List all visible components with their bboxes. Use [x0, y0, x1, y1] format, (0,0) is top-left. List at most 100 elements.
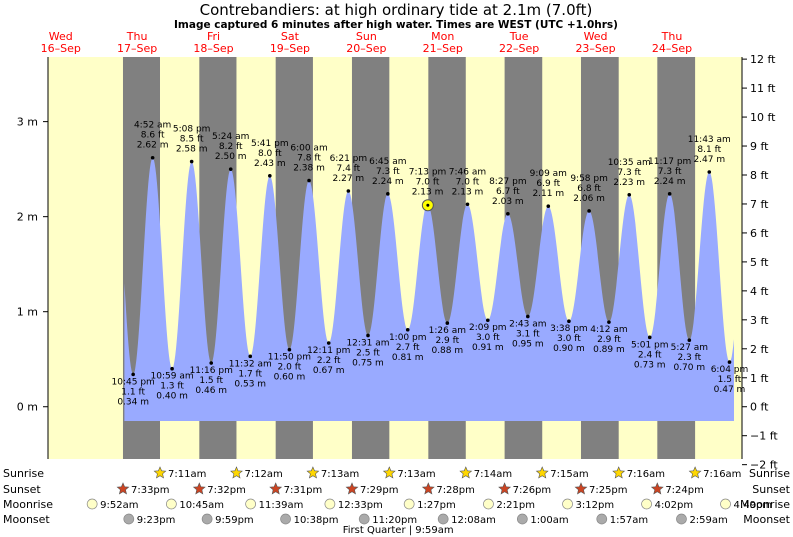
moonset-moon-icon [437, 513, 449, 525]
left-axis-tick-label: 0 m [17, 401, 38, 414]
day-of-week-label: Thu [126, 30, 148, 43]
moonrise-moon-icon [166, 498, 177, 510]
right-axis-tick-label: 3 ft [750, 314, 769, 327]
low-tide-label: 0.91 m [472, 343, 504, 353]
low-tide-label: 2.5 ft [356, 348, 380, 358]
sunrise-time: 7:16am [627, 469, 665, 480]
high-tide-label: 2.13 m [412, 187, 444, 197]
tide-extreme-labels: 10:45 pm1.1 ft0.34 m 4:52 am8.6 ft2.62 m 1… [112, 121, 749, 408]
low-tide-point [131, 372, 135, 377]
high-tide-point [386, 192, 390, 196]
high-tide-label: 7.0 ft [456, 177, 480, 187]
sunset-star-icon [116, 482, 130, 495]
moonrise-time: 4:02pm [655, 500, 694, 511]
row-label-right: Sunset [752, 483, 790, 496]
moonset-time: 11:20pm [372, 515, 417, 526]
low-tide-label: 0.67 m [313, 366, 345, 376]
low-tide-label: 0.90 m [553, 344, 585, 354]
low-tide-label: 0.73 m [634, 360, 666, 370]
moonrise-time: 12:33pm [338, 500, 383, 511]
moonset-time: 9:23pm [137, 515, 176, 526]
high-tide-label: 6:00 am [290, 144, 327, 154]
low-tide-label: 2.9 ft [435, 336, 459, 346]
low-tide-label: 2:09 pm [469, 323, 507, 333]
sunrise-time: 7:15am [550, 469, 588, 480]
high-tide-label: 9:09 am [530, 169, 567, 179]
right-axis-tick-label: 1 ft [750, 372, 769, 385]
low-tide-label: 11:16 pm [190, 366, 233, 376]
high-tide-label: 5:08 pm [173, 125, 211, 135]
sunrise-time: 7:14am [474, 469, 512, 480]
sunrise-star-icon [459, 466, 473, 479]
high-tide-point [707, 170, 712, 174]
right-axis-tick-label: 12 ft [750, 53, 776, 66]
low-tide-label: 1.7 ft [238, 369, 262, 379]
high-tide-point [506, 212, 510, 216]
high-tide-point [667, 192, 672, 196]
sunrise-star-icon [153, 466, 167, 479]
moonrise-time: 9:52am [100, 500, 138, 511]
high-tide-label: 7:46 am [449, 167, 486, 177]
low-tide-point [526, 314, 530, 319]
high-tide-label: 7.3 ft [376, 167, 400, 177]
moonrise-time: 3:12pm [576, 500, 615, 511]
high-tide-label: 2.24 m [654, 177, 686, 187]
low-tide-label: 0.40 m [156, 392, 188, 402]
low-tide-label: 1.3 ft [160, 382, 184, 392]
low-tide-point [248, 354, 253, 359]
high-tide-label: 11:43 am [688, 135, 731, 145]
high-tide-label: 2.23 m [613, 178, 645, 188]
low-tide-label: 2.4 ft [638, 350, 662, 360]
high-tide-label: 6:45 am [369, 157, 406, 167]
low-tide-label: 0.47 m [714, 385, 746, 395]
moonrise-time: 2:21pm [496, 500, 535, 511]
low-tide-point [287, 347, 292, 352]
right-axis-tick-label: 10 ft [750, 111, 776, 124]
high-tide-label: 8:27 pm [489, 177, 527, 187]
low-tide-label: 3.0 ft [476, 333, 500, 343]
moonset-moon-icon [123, 513, 135, 525]
right-axis-tick-label: 2 ft [750, 343, 769, 356]
low-tide-label: 0.89 m [593, 345, 625, 355]
low-tide-point [366, 333, 370, 338]
high-tide-point [587, 209, 591, 213]
moonrise-moon-icon [641, 498, 652, 510]
low-tide-label: 1.5 ft [199, 376, 223, 386]
high-tide-label: 8.6 ft [141, 131, 165, 141]
date-label: 23–Sep [575, 42, 615, 55]
date-label: 18–Sep [193, 42, 233, 55]
moonset-moon-icon [358, 513, 370, 525]
sunrise-time: 7:13am [397, 469, 435, 480]
high-tide-label: 2.06 m [573, 194, 605, 204]
low-tide-label: 12:11 pm [307, 346, 350, 356]
right-axis-tick-label: 7 ft [750, 198, 769, 211]
moonset-time: 12:08am [451, 515, 496, 526]
low-tide-label: 0.75 m [352, 358, 384, 368]
moonset-moon-icon [676, 513, 687, 525]
moonset-moon-icon [201, 513, 213, 525]
high-tide-label: 9:58 pm [570, 174, 608, 184]
high-tide-point [627, 193, 632, 197]
day-of-week-label: Tue [509, 30, 529, 43]
high-tide-label: 8.0 ft [258, 149, 282, 159]
moonrise-time: 10:45am [179, 500, 224, 511]
sunset-time: 7:29pm [360, 485, 399, 496]
date-label: 20–Sep [346, 42, 386, 55]
moon-phase-label: First Quarter | 9:59am [343, 525, 454, 536]
high-tide-point [268, 173, 272, 178]
low-tide-label: 2.9 ft [597, 335, 621, 345]
day-of-week-label: Sun [356, 30, 377, 43]
left-axis-tick-label: 1 m [17, 306, 38, 319]
moonrise-moon-icon [403, 498, 415, 510]
date-label: 19–Sep [270, 42, 310, 55]
high-tide-label: 6.7 ft [496, 187, 520, 197]
moonrise-moon-icon [483, 498, 494, 510]
current-tide-point [426, 203, 430, 207]
sunset-time: 7:28pm [436, 485, 475, 496]
high-tide-label: 7.3 ft [617, 168, 641, 178]
sunrise-time: 7:11am [168, 469, 206, 480]
right-axis-tick-label: 6 ft [750, 227, 769, 240]
right-axis-tick-label: 9 ft [750, 140, 769, 153]
high-tide-label: 2.03 m [492, 197, 524, 207]
